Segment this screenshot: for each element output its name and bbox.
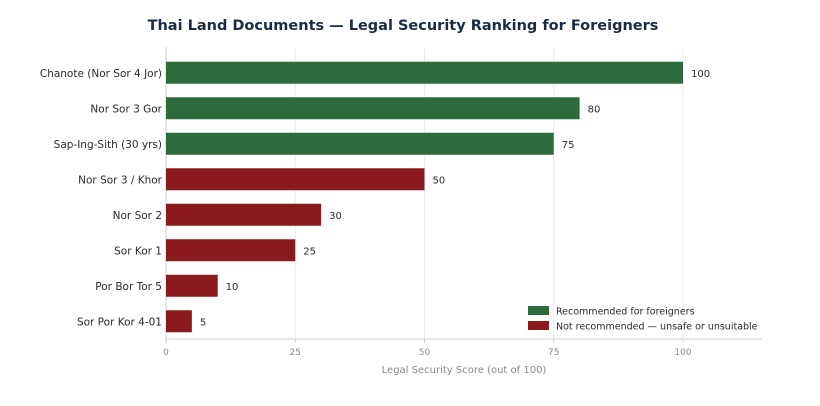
bars: Chanote (Nor Sor 4 Jor) 100 Nor Sor 3 Gor 8…: [40, 61, 710, 333]
legend-swatch-recommended: [528, 306, 549, 315]
bar: [166, 61, 683, 84]
value-label: 100: [691, 69, 710, 80]
category-label: Chanote (Nor Sor 4 Jor): [40, 68, 162, 80]
x-tick-label: 100: [674, 348, 691, 358]
bar: [166, 203, 322, 226]
bar: [166, 310, 192, 333]
value-label: 75: [562, 140, 575, 151]
chart-title: Thai Land Documents — Legal Security Ran…: [148, 18, 659, 34]
legend: Recommended for foreigners Not recommende…: [528, 306, 758, 333]
legend-swatch-not_recommended: [528, 321, 549, 330]
category-label: Sap-Ing-Sith (30 yrs): [54, 139, 162, 151]
category-label: Sor Por Kor 4-01: [77, 316, 162, 328]
x-tick-label: 25: [290, 348, 301, 358]
x-axis-title: Legal Security Score (out of 100): [382, 365, 547, 376]
bar: [166, 132, 554, 155]
x-tick-label: 75: [548, 348, 559, 358]
value-label: 30: [329, 211, 342, 222]
value-label: 80: [588, 104, 601, 115]
category-label: Nor Sor 3 / Khor: [78, 174, 163, 186]
bar: [166, 239, 296, 262]
category-label: Por Bor Tor 5: [95, 281, 162, 293]
x-axis: 0 25 50 75 100: [163, 339, 692, 358]
x-tick-label: 0: [163, 348, 169, 358]
legend-label-recommended: Recommended for foreigners: [556, 307, 695, 318]
value-label: 50: [433, 175, 446, 186]
bar: [166, 97, 580, 120]
grid: [165, 47, 762, 340]
category-label: Nor Sor 3 Gor: [90, 103, 162, 115]
legend-label-not_recommended: Not recommended — unsafe or unsuitable: [556, 322, 758, 333]
x-tick-label: 50: [419, 348, 431, 358]
category-label: Sor Kor 1: [114, 245, 162, 257]
bar: [166, 168, 425, 191]
bar: [166, 274, 218, 297]
value-label: 5: [200, 317, 206, 328]
category-label: Nor Sor 2: [113, 210, 162, 222]
value-label: 25: [303, 246, 316, 257]
value-label: 10: [226, 282, 239, 293]
